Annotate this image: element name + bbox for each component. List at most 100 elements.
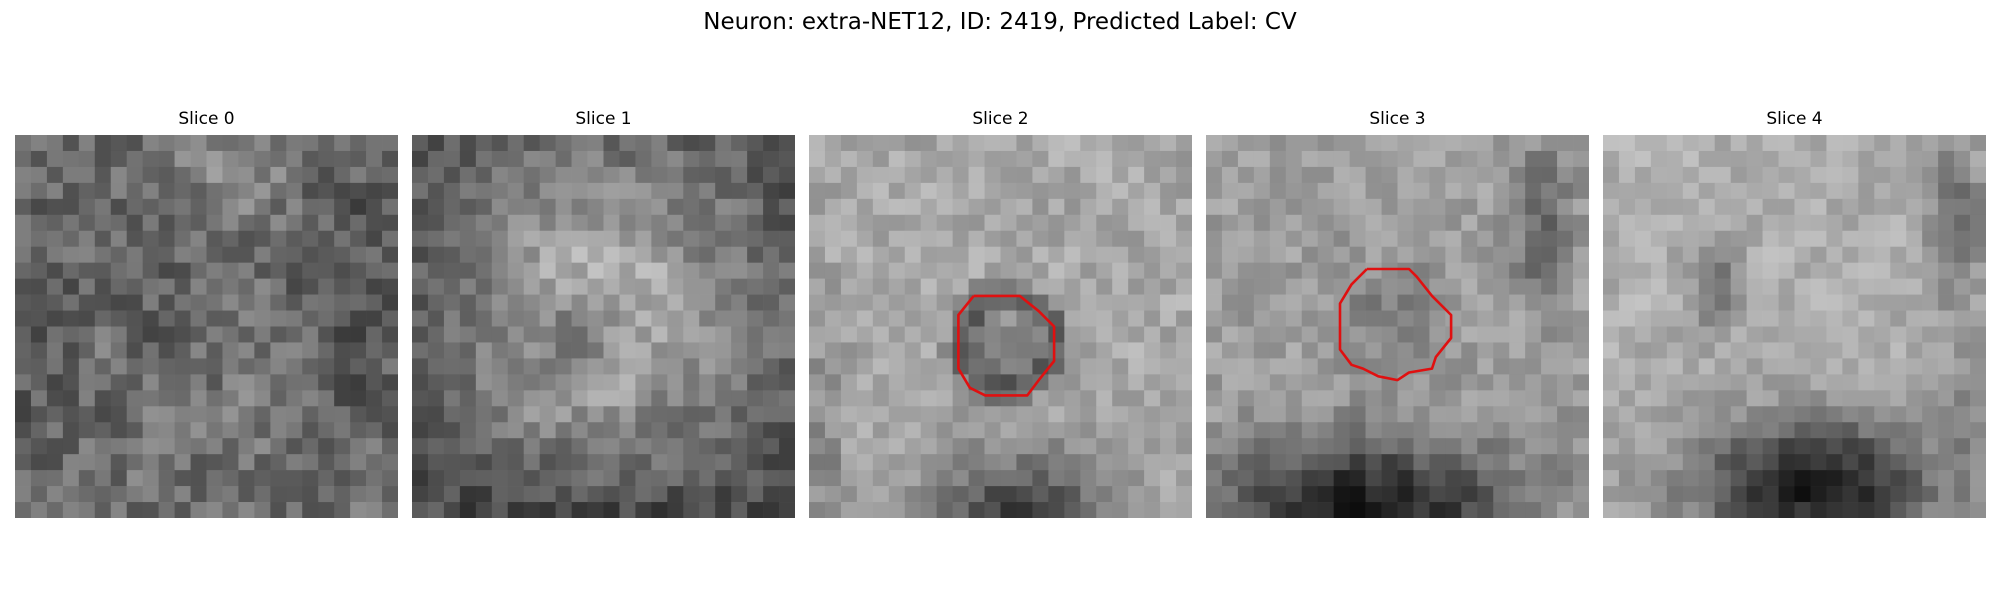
pixel: [1810, 470, 1827, 487]
pixel: [1810, 182, 1827, 200]
pixel: [763, 406, 780, 423]
pixel: [523, 294, 541, 311]
pixel: [1429, 198, 1446, 216]
pixel: [302, 278, 319, 295]
pixel: [1445, 502, 1462, 518]
pixel: [46, 438, 64, 455]
pixel: [699, 230, 716, 248]
pixel: [603, 166, 620, 184]
pixel: [1890, 486, 1907, 503]
pixel: [1762, 470, 1779, 487]
pixel: [984, 438, 1001, 455]
pixel: [222, 438, 239, 455]
pixel: [683, 502, 700, 518]
pixel: [507, 486, 525, 503]
pixel: [174, 502, 191, 518]
pixel: [856, 486, 874, 503]
pixel: [350, 406, 367, 423]
pixel: [920, 326, 938, 343]
pixel: [1317, 374, 1335, 391]
pixel: [1349, 310, 1366, 327]
pixel: [1698, 278, 1716, 295]
pixel: [142, 135, 159, 152]
pixel: [856, 278, 874, 295]
pixel: [1477, 486, 1494, 503]
pixel: [747, 150, 764, 168]
pixel: [1048, 390, 1065, 407]
pixel: [571, 374, 588, 391]
pixel: [539, 326, 556, 343]
pixel: [1269, 198, 1287, 216]
pixel: [190, 135, 207, 152]
pixel: [1762, 486, 1779, 503]
pixel: [1112, 135, 1129, 152]
pixel: [206, 214, 223, 232]
pixel: [1112, 486, 1129, 503]
pixel: [587, 262, 604, 279]
pixel: [366, 214, 383, 232]
pixel: [920, 230, 938, 248]
pixel: [1365, 486, 1382, 503]
pixel: [270, 230, 287, 248]
pixel: [587, 278, 604, 295]
pixel: [1698, 262, 1716, 279]
pixel: [984, 342, 1001, 359]
pixel: [459, 374, 477, 391]
pixel: [1666, 246, 1684, 264]
pixel: [507, 454, 525, 471]
pixel: [1128, 166, 1145, 184]
pixel: [539, 486, 556, 503]
pixel: [1253, 326, 1271, 343]
pixel: [856, 358, 874, 375]
pixel: [110, 358, 128, 375]
pixel: [1906, 135, 1923, 152]
pixel: [1525, 310, 1542, 327]
pixel: [1176, 502, 1192, 518]
pixel: [1301, 374, 1319, 391]
pixel: [1144, 166, 1161, 184]
pixel: [603, 150, 620, 168]
pixel: [809, 166, 826, 184]
pixel: [1666, 502, 1684, 518]
pixel: [699, 342, 716, 359]
pixel: [1557, 422, 1574, 439]
pixel: [920, 310, 938, 327]
pixel: [1000, 374, 1017, 391]
pixel: [1397, 358, 1414, 375]
pixel: [587, 374, 604, 391]
pixel: [110, 310, 128, 327]
pixel: [475, 198, 493, 216]
pixel: [936, 230, 953, 248]
pixel: [110, 502, 128, 518]
pixel: [78, 182, 96, 200]
pixel: [1778, 150, 1795, 168]
pixel: [1128, 422, 1145, 439]
pixel: [142, 406, 159, 423]
pixel: [1032, 390, 1049, 407]
pixel: [667, 230, 684, 248]
pixel: [1221, 390, 1239, 407]
pixel: [158, 150, 175, 168]
pixel: [1714, 390, 1732, 407]
pixel: [1253, 150, 1271, 168]
pixel: [1842, 150, 1859, 168]
pixel: [1237, 390, 1255, 407]
pixel: [683, 310, 700, 327]
pixel: [491, 278, 509, 295]
pixel: [318, 342, 335, 359]
pixel: [1938, 406, 1955, 423]
pixel: [459, 262, 477, 279]
pixel: [1826, 342, 1843, 359]
pixel: [1237, 214, 1255, 232]
pixel: [1317, 390, 1335, 407]
pixel: [1890, 214, 1907, 232]
pixel: [539, 166, 556, 184]
pixel: [747, 166, 764, 184]
pixel: [1253, 310, 1271, 327]
pixel: [1445, 470, 1462, 487]
pixel: [507, 182, 525, 200]
pixel: [158, 342, 175, 359]
pixel: [984, 502, 1001, 518]
pixel: [1365, 166, 1382, 184]
pixel: [667, 486, 684, 503]
